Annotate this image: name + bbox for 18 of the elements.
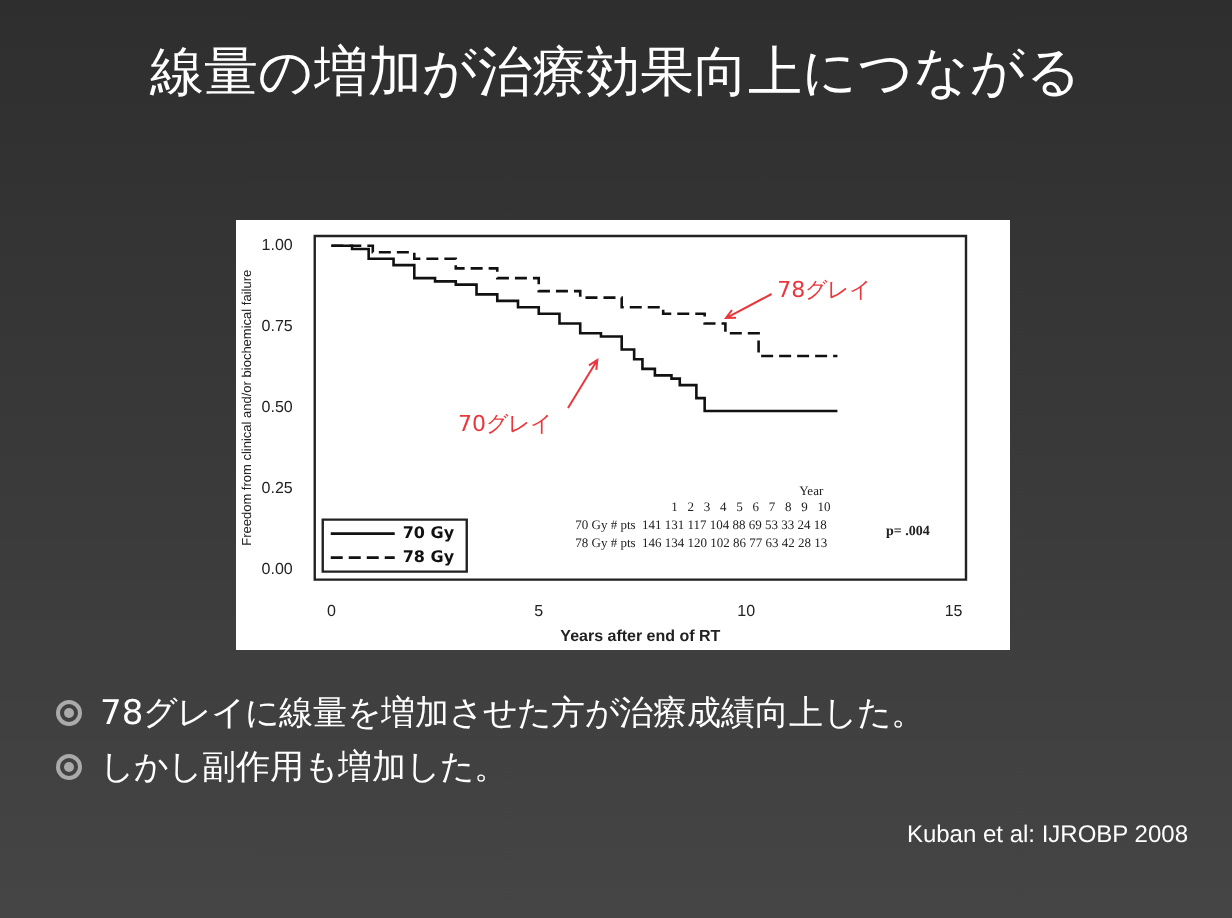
x-tick-label: 0 [326, 601, 337, 620]
x-tick-label: 5 [534, 601, 545, 620]
y-tick-label: 0.50 [261, 398, 294, 417]
legend-label: 70 Gy [402, 523, 456, 542]
annotation: 70グレイ [458, 410, 553, 437]
text: しかし副作用も増加した。 [100, 746, 508, 790]
y-tick-label: 0.25 [261, 479, 294, 498]
y-tick-label: 1.00 [261, 236, 294, 255]
annotation: 78グレイ [777, 276, 872, 303]
x-tick-label: 15 [944, 601, 964, 620]
legend-label: 78 Gy [402, 547, 456, 566]
text: Kuban et al: IJROBP 2008 [906, 820, 1188, 848]
chart-title: 線量の増加が治療効果向上につながる [148, 40, 1084, 108]
text: 78グレイに線量を増加させた方が治療成績向上した。 [100, 692, 926, 736]
y-tick-label: 0.75 [261, 317, 294, 336]
y-tick-label: 0.00 [261, 560, 294, 579]
x-axis-title: Years after end of RT [560, 626, 721, 645]
x-tick-label: 10 [737, 601, 757, 620]
